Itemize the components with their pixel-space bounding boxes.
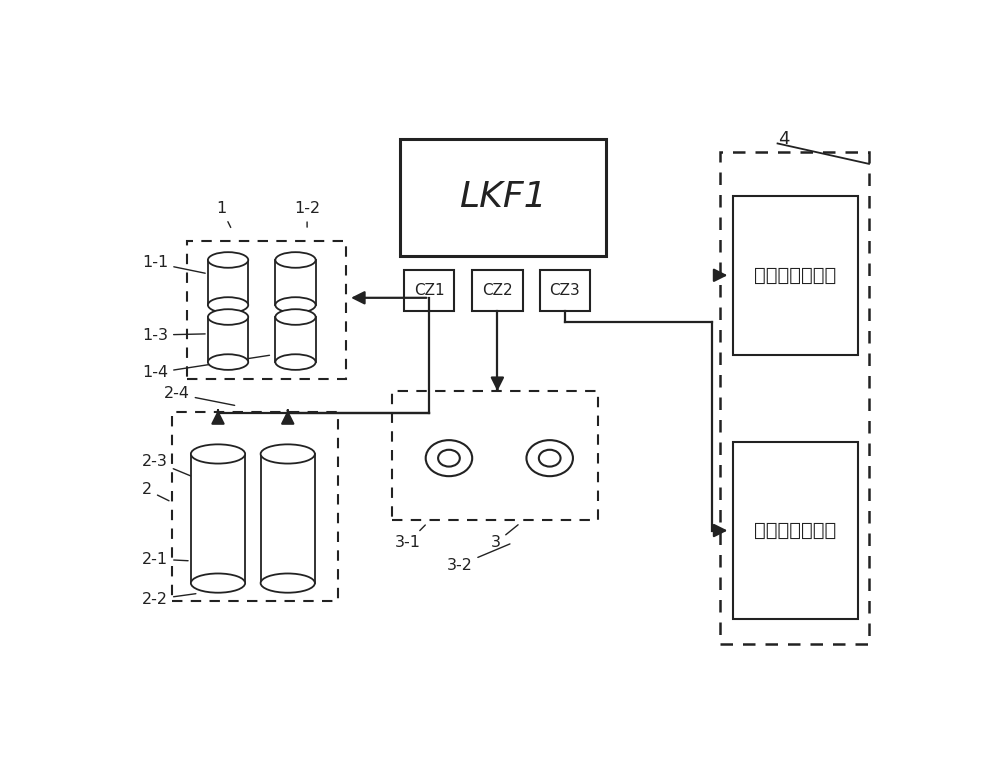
Text: 1-3: 1-3 (142, 328, 205, 342)
Bar (208, 260, 248, 305)
Bar (404, 270, 454, 311)
Text: 通风停止电磁铁: 通风停止电磁铁 (754, 521, 836, 540)
Text: CZ2: CZ2 (482, 283, 513, 298)
Text: 4: 4 (778, 130, 790, 148)
Text: 3: 3 (491, 525, 518, 551)
Text: 1-1: 1-1 (142, 256, 205, 273)
Bar (191, 454, 245, 583)
Ellipse shape (275, 252, 316, 268)
Bar (540, 270, 590, 311)
Bar (187, 241, 346, 379)
Ellipse shape (261, 573, 315, 593)
Bar (392, 391, 598, 520)
Ellipse shape (208, 354, 248, 370)
Text: 3-2: 3-2 (447, 544, 510, 573)
Text: 2-4: 2-4 (164, 386, 235, 406)
Ellipse shape (275, 309, 316, 324)
Ellipse shape (191, 445, 245, 463)
Text: 2-2: 2-2 (142, 592, 196, 607)
Text: 2-3: 2-3 (142, 454, 196, 478)
Bar (733, 196, 858, 355)
Bar (208, 317, 248, 362)
Bar (261, 454, 315, 583)
Circle shape (438, 450, 460, 466)
Bar (172, 412, 338, 601)
Bar (275, 260, 316, 305)
Ellipse shape (275, 354, 316, 370)
Text: 1: 1 (216, 201, 231, 228)
Bar (733, 442, 858, 619)
Bar (400, 139, 606, 256)
Text: 2-1: 2-1 (142, 551, 188, 566)
Circle shape (426, 440, 472, 476)
Text: LKF1: LKF1 (459, 180, 547, 214)
Ellipse shape (208, 309, 248, 324)
Bar (275, 317, 316, 362)
Text: CZ1: CZ1 (414, 283, 444, 298)
Text: 2: 2 (142, 483, 169, 501)
Text: CZ3: CZ3 (549, 283, 580, 298)
Ellipse shape (191, 573, 245, 593)
Bar (472, 270, 523, 311)
Text: 1-2: 1-2 (294, 201, 320, 227)
Circle shape (526, 440, 573, 476)
Circle shape (539, 450, 561, 466)
Ellipse shape (275, 297, 316, 313)
Text: 油门息火电磁铁: 油门息火电磁铁 (754, 266, 836, 285)
Ellipse shape (261, 445, 315, 463)
Bar (720, 152, 869, 644)
Ellipse shape (208, 297, 248, 313)
Text: 3-1: 3-1 (395, 525, 425, 551)
Ellipse shape (208, 252, 248, 268)
Text: 1-4: 1-4 (142, 355, 270, 381)
